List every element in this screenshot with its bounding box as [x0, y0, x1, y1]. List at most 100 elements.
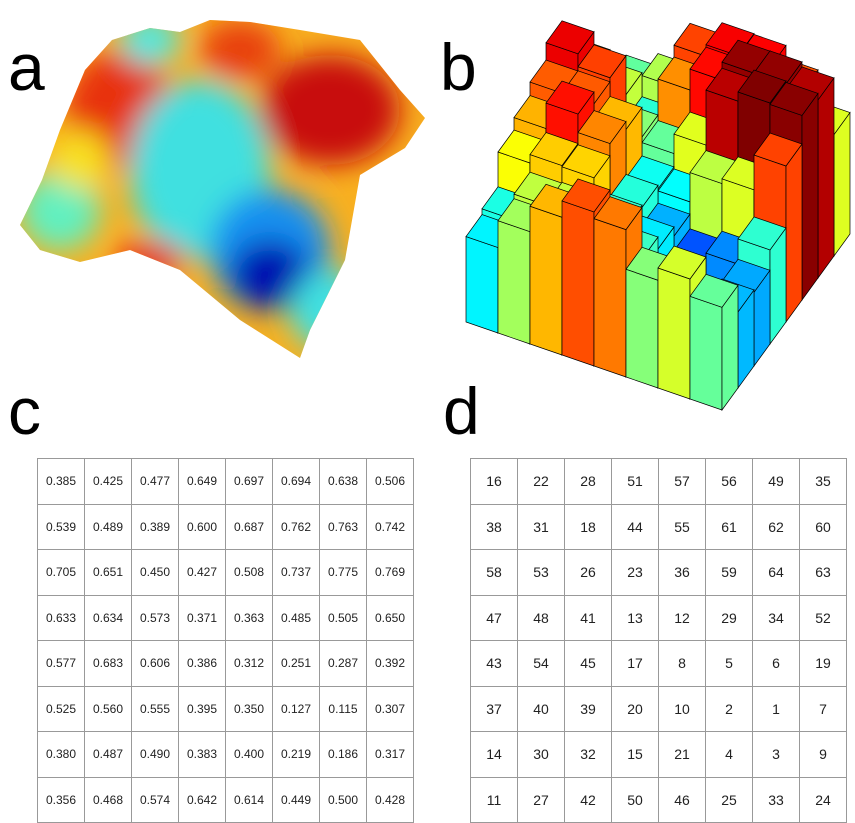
bar-top	[545, 20, 595, 55]
value-cell: 0.638	[319, 458, 367, 505]
terrain-surface	[20, 20, 425, 358]
bar-face	[625, 268, 659, 389]
value-cell: 0.606	[131, 640, 179, 687]
value-cell: 0.742	[366, 503, 414, 550]
value-cell: 0.477	[131, 458, 179, 505]
value-cell: 0.694	[272, 458, 320, 505]
rank-cell: 39	[564, 685, 612, 732]
bar-top	[737, 69, 787, 104]
rank-table: 16 22 28 51 57 56 49 35 38 31 18 44 55 61 62 60 58 53 26 23…	[470, 458, 847, 823]
rank-cell: 60	[799, 503, 847, 550]
value-cell: 0.633	[37, 594, 85, 641]
value-cell: 0.577	[37, 640, 85, 687]
rank-cell: 11	[470, 776, 518, 823]
value-table: 0.385 0.425 0.477 0.649 0.697 0.694 0.638 0.506…	[37, 458, 414, 823]
rank-cell: 64	[752, 549, 800, 596]
rank-cell: 33	[752, 776, 800, 823]
value-cell: 0.634	[84, 594, 132, 641]
rank-cell: 46	[658, 776, 706, 823]
value-cell: 0.312	[225, 640, 273, 687]
rank-cell: 51	[611, 458, 659, 505]
rank-cell: 56	[705, 458, 753, 505]
value-cell: 0.555	[131, 685, 179, 732]
rank-cell: 20	[611, 685, 659, 732]
value-cell: 0.683	[84, 640, 132, 687]
table-row: 43 54 45 17 8 5 6 19	[470, 640, 847, 687]
rank-cell: 31	[517, 503, 565, 550]
bar-face	[529, 205, 563, 356]
rank-cell: 2	[705, 685, 753, 732]
bar-face	[657, 267, 691, 400]
rank-cell: 62	[752, 503, 800, 550]
value-cell: 0.356	[37, 776, 85, 823]
value-cell: 0.425	[84, 458, 132, 505]
bar-top	[561, 144, 611, 179]
value-cell: 0.385	[37, 458, 85, 505]
value-cell: 0.389	[131, 503, 179, 550]
panel-label: b	[440, 30, 477, 104]
rank-cell: 52	[799, 594, 847, 641]
rank-cell: 25	[705, 776, 753, 823]
rank-cell: 42	[564, 776, 612, 823]
value-cell: 0.687	[225, 503, 273, 550]
value-cell: 0.762	[272, 503, 320, 550]
rank-cell: 26	[564, 549, 612, 596]
bar-top	[769, 82, 819, 116]
rank-cell: 8	[658, 640, 706, 687]
table-row: 0.525 0.560 0.555 0.395 0.350 0.127 0.115 0.307	[37, 685, 414, 732]
value-cell: 0.642	[178, 776, 226, 823]
value-cell: 0.307	[366, 685, 414, 732]
value-cell: 0.505	[319, 594, 367, 641]
value-cell: 0.115	[319, 685, 367, 732]
rank-cell: 4	[705, 731, 753, 778]
value-cell: 0.317	[366, 731, 414, 778]
rank-cell: 21	[658, 731, 706, 778]
rank-cell: 37	[470, 685, 518, 732]
value-cell: 0.650	[366, 594, 414, 641]
rank-cell: 55	[658, 503, 706, 550]
rank-cell: 38	[470, 503, 518, 550]
rank-cell: 1	[752, 685, 800, 732]
value-cell: 0.649	[178, 458, 226, 505]
bar-top	[561, 178, 611, 213]
value-cell: 0.525	[37, 685, 85, 732]
table-row: 58 53 26 23 36 59 64 63	[470, 549, 847, 596]
bar-face	[817, 76, 835, 280]
table-row: 0.577 0.683 0.606 0.386 0.312 0.251 0.287 0.392	[37, 640, 414, 687]
table-row: 0.539 0.489 0.389 0.600 0.687 0.762 0.763 0.742	[37, 503, 414, 550]
rank-cell: 40	[517, 685, 565, 732]
rank-cell: 61	[705, 503, 753, 550]
value-cell: 0.737	[272, 549, 320, 596]
value-cell: 0.186	[319, 731, 367, 778]
value-cell: 0.697	[225, 458, 273, 505]
value-cell: 0.219	[272, 731, 320, 778]
rank-cell: 47	[470, 594, 518, 641]
value-cell: 0.539	[37, 503, 85, 550]
bar-chart-3d	[465, 20, 851, 412]
value-cell: 0.560	[84, 685, 132, 732]
value-cell: 0.769	[366, 549, 414, 596]
value-cell: 0.490	[131, 731, 179, 778]
value-cell: 0.775	[319, 549, 367, 596]
rank-cell: 18	[564, 503, 612, 550]
table-row: 47 48 41 13 12 29 34 52	[470, 594, 847, 641]
rank-cell: 50	[611, 776, 659, 823]
bar-top	[753, 132, 803, 167]
rank-cell: 9	[799, 731, 847, 778]
bar-top	[737, 216, 787, 251]
table-row: 0.633 0.634 0.573 0.371 0.363 0.485 0.505 0.650	[37, 594, 414, 641]
rank-cell: 45	[564, 640, 612, 687]
value-cell: 0.487	[84, 731, 132, 778]
rank-cell: 24	[799, 776, 847, 823]
value-cell: 0.573	[131, 594, 179, 641]
bar-face	[785, 142, 803, 324]
panel-label: c	[8, 374, 41, 448]
value-cell: 0.450	[131, 549, 179, 596]
rank-cell: 35	[799, 458, 847, 505]
value-cell: 0.380	[37, 731, 85, 778]
panel-label: d	[443, 374, 480, 448]
rank-cell: 23	[611, 549, 659, 596]
bar-face	[465, 236, 499, 334]
rank-cell: 19	[799, 640, 847, 687]
